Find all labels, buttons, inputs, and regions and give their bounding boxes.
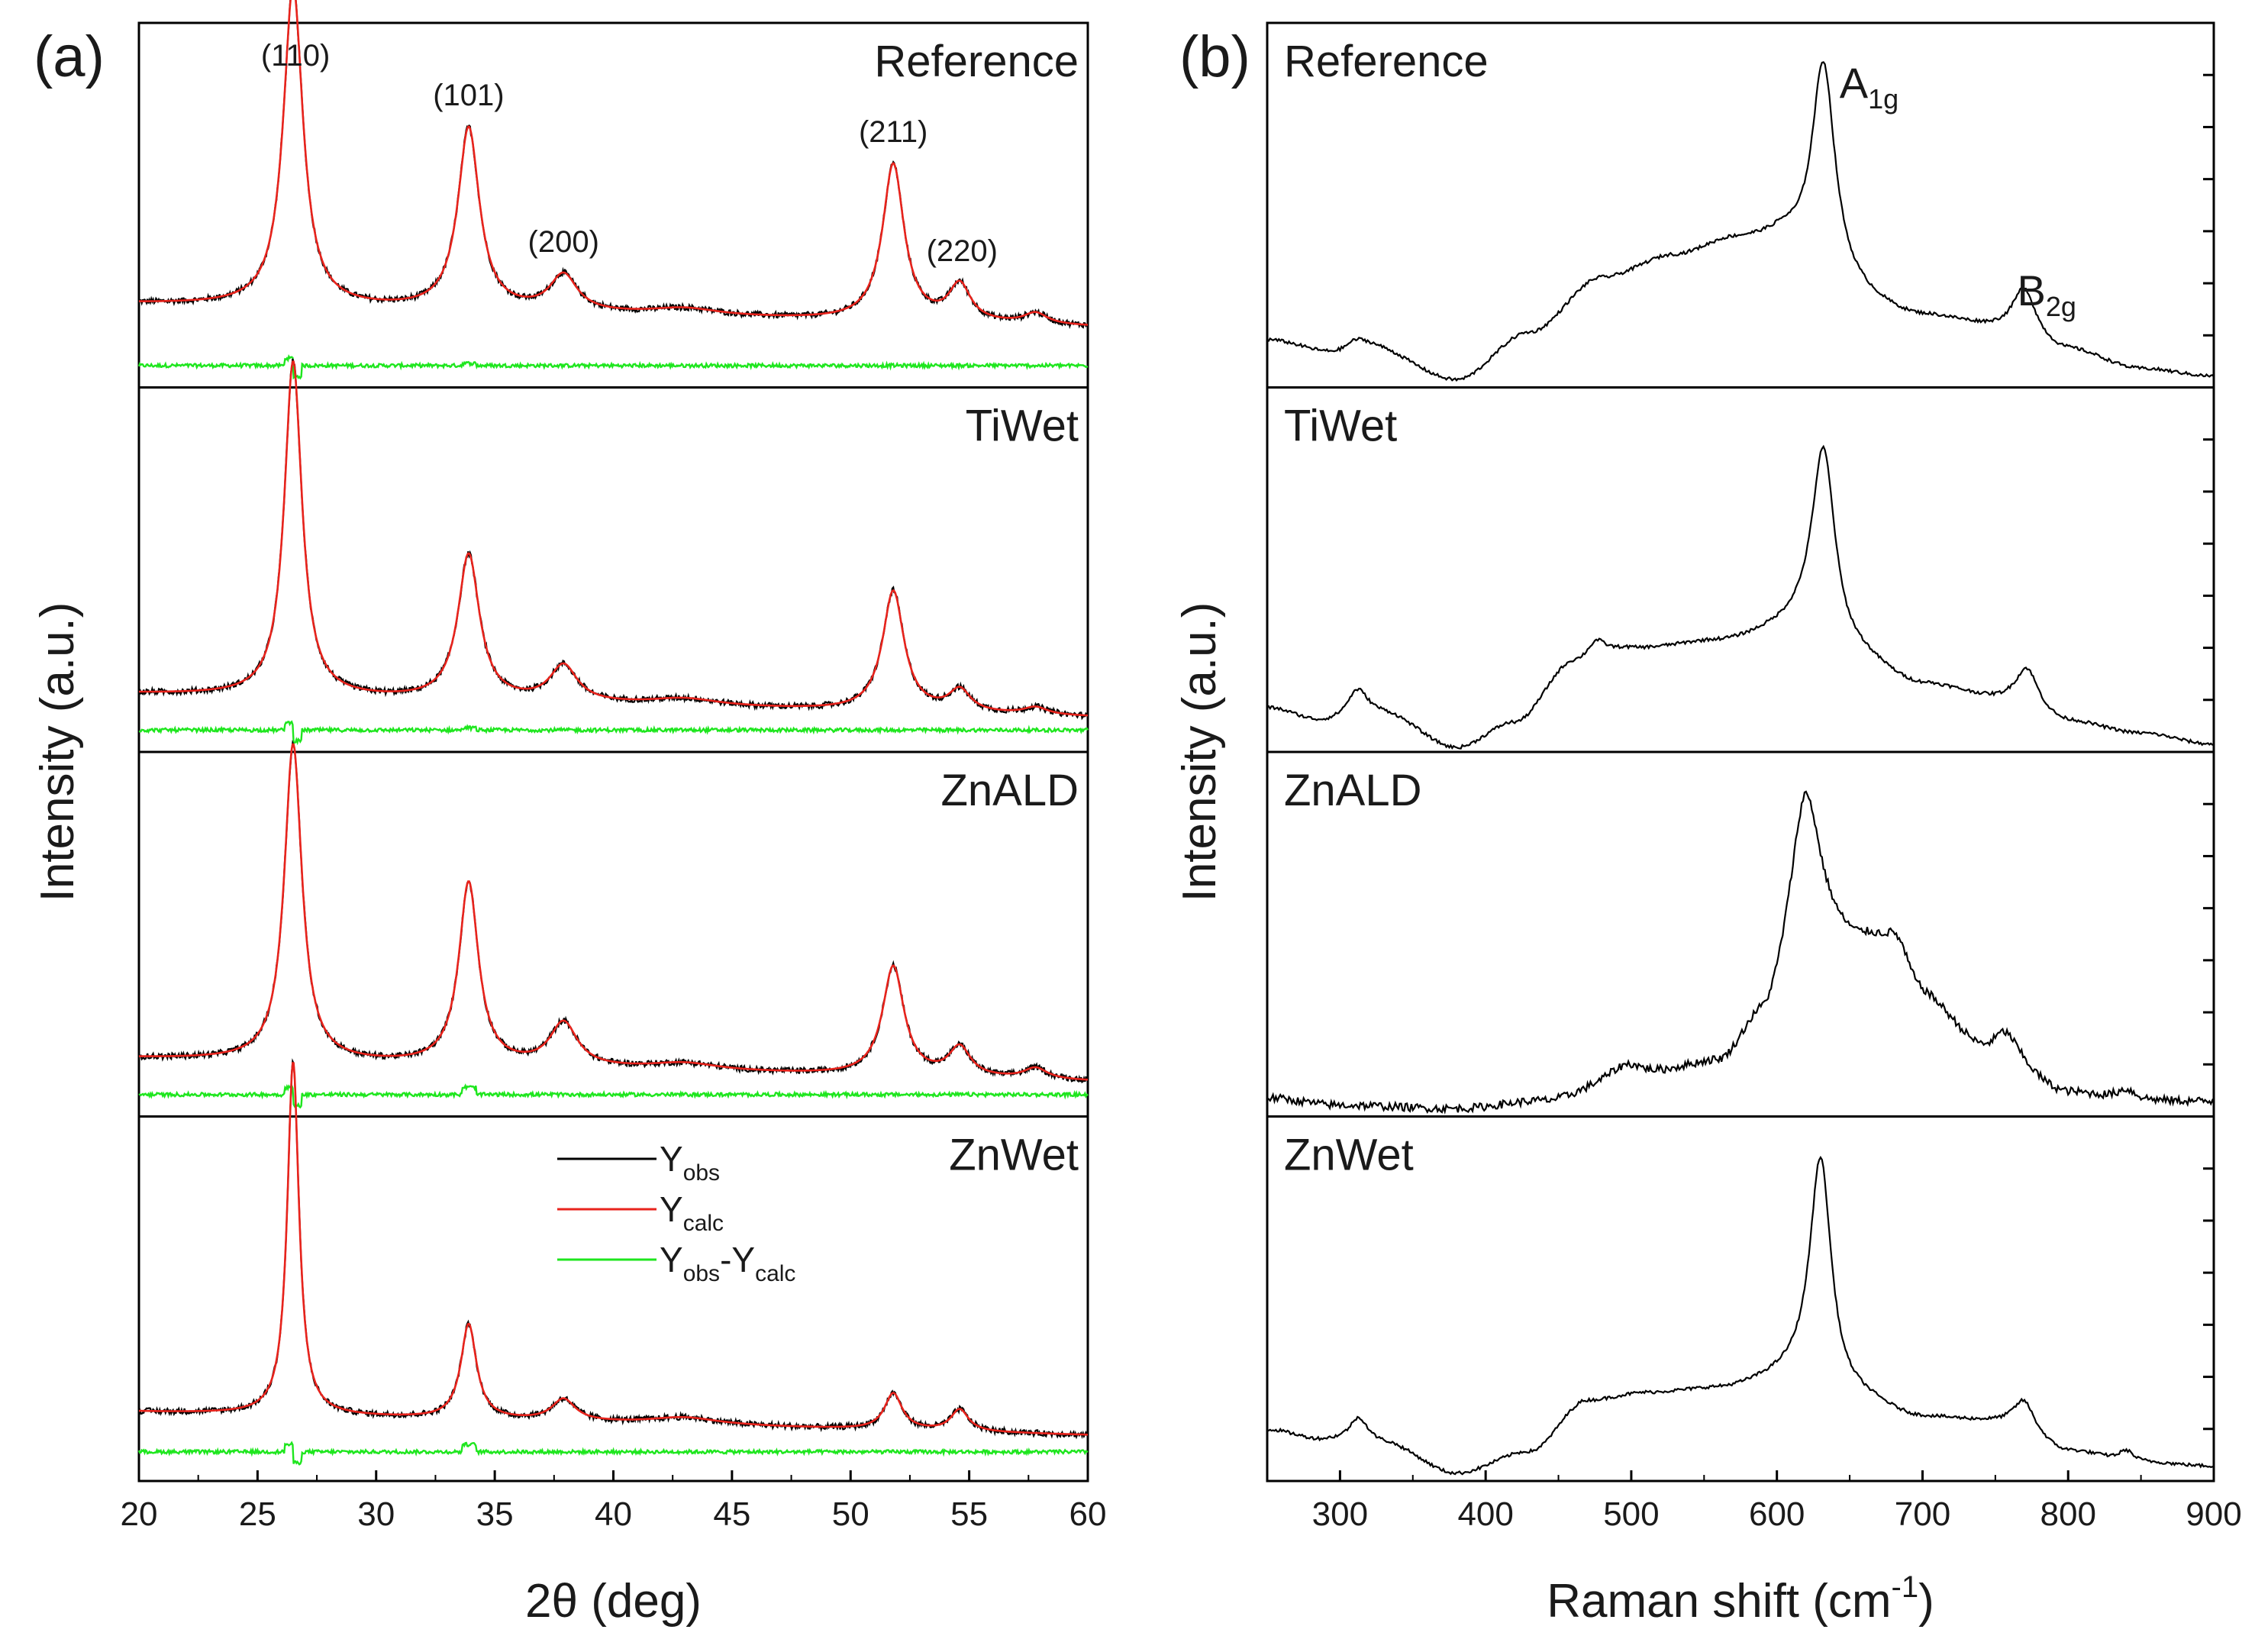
legend-label-2: Yobs-Ycalc xyxy=(660,1240,795,1286)
y-axis-title-b: Intensity (a.u.) xyxy=(1173,602,1226,902)
legend-main: Y xyxy=(660,1139,683,1179)
x-tick-label-b: 300 xyxy=(1312,1496,1368,1533)
mode-main: B xyxy=(2017,266,2045,315)
series-ycalc-znwet xyxy=(139,1062,1088,1436)
x-tick-label-a: 60 xyxy=(1069,1496,1107,1533)
x-tick-label-a: 55 xyxy=(950,1496,988,1533)
x-tick-label-a: 40 xyxy=(595,1496,632,1533)
mode-label-0: A1g xyxy=(1840,59,1899,115)
series-ycalc-reference xyxy=(139,0,1089,326)
x-tick-label-a: 25 xyxy=(239,1496,276,1533)
legend-label-0: Yobs xyxy=(660,1139,720,1186)
legend-sub: obs xyxy=(683,1160,720,1186)
x-tick-label-b: 700 xyxy=(1895,1496,1950,1533)
x-tick-label-b: 400 xyxy=(1457,1496,1513,1533)
raman-series-reference xyxy=(1266,61,2215,382)
legend-tail-sub: calc xyxy=(755,1261,795,1286)
x-tick-label-b: 900 xyxy=(2186,1496,2241,1533)
x-tick-label-a: 20 xyxy=(121,1496,158,1533)
x-tick-label-a: 45 xyxy=(713,1496,750,1533)
sample-label-a: ZnWet xyxy=(949,1131,1079,1180)
legend-main: Y xyxy=(660,1189,683,1229)
sample-label-b: ZnWet xyxy=(1284,1131,1414,1180)
peak-label-hkl: (200) xyxy=(528,225,599,259)
panel-letter-a: (a) xyxy=(34,24,105,89)
peak-label-hkl: (101) xyxy=(433,79,504,112)
x-axis-title-main: Raman shift (cm xyxy=(1547,1575,1891,1628)
mode-main: A xyxy=(1840,59,1869,107)
legend-sub: calc xyxy=(683,1211,724,1236)
peak-label-hkl: (110) xyxy=(261,39,330,73)
y-axis-title-a: Intensity (a.u.) xyxy=(31,602,84,902)
sample-label-a: ZnALD xyxy=(940,766,1079,815)
mode-label-1: B2g xyxy=(2017,266,2076,322)
mode-sub: 1g xyxy=(1868,83,1899,115)
sample-label-b: Reference xyxy=(1284,37,1489,86)
raman-series-tiwet xyxy=(1266,444,2215,750)
legend-sub: obs xyxy=(683,1261,720,1286)
x-axis-title-b: Raman shift (cm-1) xyxy=(1547,1570,1934,1628)
legend-main: Y xyxy=(660,1240,683,1279)
series-ydiff-znwet xyxy=(137,1441,1089,1466)
panel-letter-b: (b) xyxy=(1179,24,1250,89)
x-tick-label-b: 500 xyxy=(1603,1496,1659,1533)
raman-series-znald xyxy=(1266,790,2215,1115)
x-axis-title-end: ) xyxy=(1918,1575,1934,1628)
series-ydiff-znald xyxy=(138,1083,1089,1109)
mode-sub: 2g xyxy=(2046,291,2076,322)
series-ydiff-tiwet xyxy=(138,720,1089,746)
x-tick-label-a: 50 xyxy=(832,1496,869,1533)
x-axis-title-sup: -1 xyxy=(1892,1570,1919,1604)
x-tick-label-b: 800 xyxy=(2040,1496,2096,1533)
peak-label-hkl: (211) xyxy=(859,115,927,149)
series-ydiff-reference xyxy=(137,354,1089,380)
raman-series-znwet xyxy=(1266,1156,2215,1476)
x-axis-title-a: 2θ (deg) xyxy=(525,1575,702,1628)
sample-label-b: ZnALD xyxy=(1284,766,1422,815)
x-tick-label-a: 35 xyxy=(476,1496,514,1533)
sample-label-b: TiWet xyxy=(1284,402,1397,451)
x-tick-label-a: 30 xyxy=(357,1496,395,1533)
legend-label-1: Ycalc xyxy=(660,1189,724,1236)
series-ycalc-znald xyxy=(139,743,1089,1081)
sample-label-a: TiWet xyxy=(966,402,1079,451)
series-ycalc-tiwet xyxy=(139,360,1089,717)
legend-tail: -Y xyxy=(720,1240,755,1279)
sample-label-a: Reference xyxy=(874,37,1079,86)
x-tick-label-b: 600 xyxy=(1749,1496,1805,1533)
peak-label-hkl: (220) xyxy=(927,234,998,268)
